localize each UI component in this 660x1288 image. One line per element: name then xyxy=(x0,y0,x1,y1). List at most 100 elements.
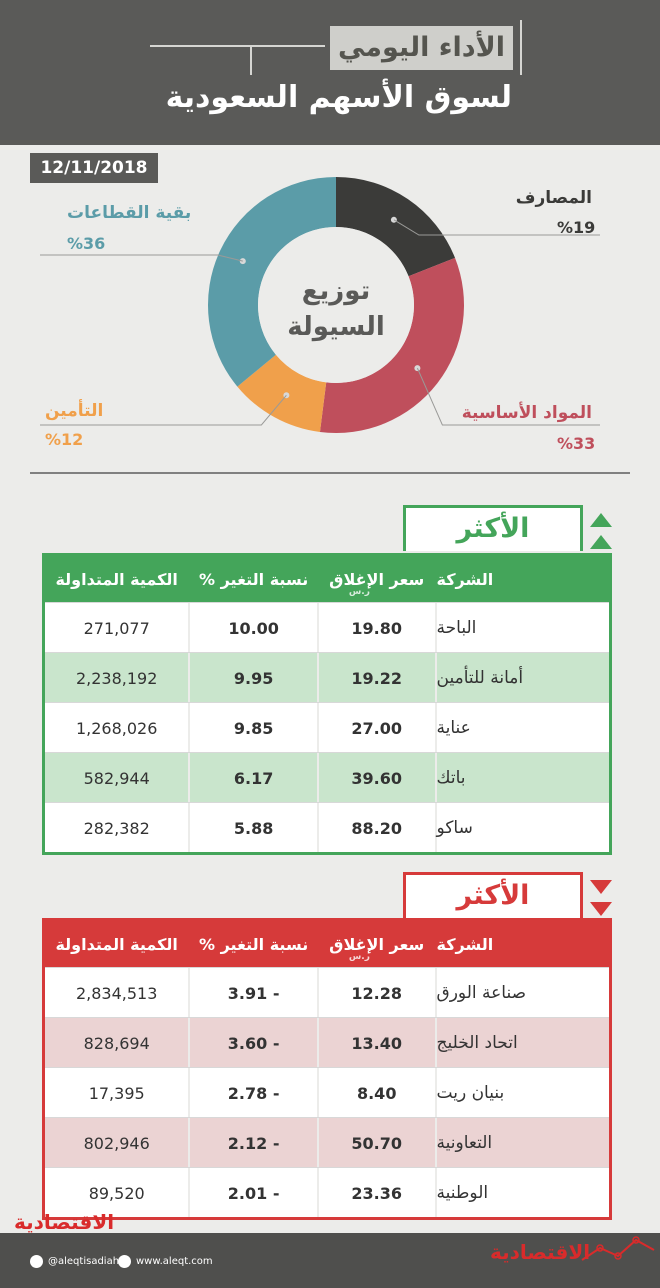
cell-company: أمانة للتأمين xyxy=(436,668,524,688)
cell-change: 6.17 xyxy=(233,768,274,788)
cell-qty: 271,077 xyxy=(83,618,150,638)
slice-insurance xyxy=(237,354,327,432)
gainers-table: الكمية المتداولة نسبة التغير % سعر الإغل… xyxy=(42,553,612,855)
footer-brand-logo: الاقتصادية xyxy=(490,1240,591,1264)
cell-company: عناية xyxy=(436,718,471,738)
cell-price: 50.70 xyxy=(351,1133,403,1153)
slice-value-other-sectors: %36 xyxy=(67,234,106,253)
cell-company: صناعة الورق xyxy=(436,983,527,1003)
cell-price: 12.28 xyxy=(351,983,403,1003)
twitter-icon xyxy=(30,1255,43,1268)
cell-company: الباحة xyxy=(436,618,477,638)
slice-banks xyxy=(336,177,456,277)
cell-price: 19.80 xyxy=(351,618,403,638)
table-row: 271,077 10.00 19.80 الباحة xyxy=(45,602,609,652)
cell-qty: 1,268,026 xyxy=(75,718,158,738)
cell-change: 5.88 xyxy=(233,818,274,838)
slice-other-sectors xyxy=(207,177,336,387)
cell-qty: 802,946 xyxy=(83,1133,150,1153)
header-price-label: سعر الإغلاق xyxy=(329,569,425,589)
leader-line xyxy=(416,367,600,426)
down-arrow-icon xyxy=(590,902,612,916)
header-decor-line xyxy=(150,45,325,47)
brand-logo: الاقتصادية xyxy=(14,1210,115,1234)
losers-table: الكمية المتداولة نسبة التغير % سعر الإغل… xyxy=(42,918,612,1220)
cell-company: اتحاد الخليج xyxy=(436,1033,518,1053)
slice-materials xyxy=(319,257,464,433)
cell-price: 13.40 xyxy=(351,1033,403,1053)
header-price-label: سعر الإغلاق xyxy=(329,934,425,954)
donut-hole xyxy=(258,227,414,383)
cell-change: 10.00 xyxy=(228,618,279,638)
cell-company: التعاونية xyxy=(436,1133,493,1153)
losers-title: الأكثر انخفاضا xyxy=(403,872,583,953)
up-arrow-icon xyxy=(590,513,612,527)
cell-price: 88.20 xyxy=(351,818,403,838)
header-qty: الكمية المتداولة xyxy=(55,569,178,589)
cell-change: 2.01 - xyxy=(227,1183,280,1203)
table-row: 17,395 2.78 - 8.40 بنيان ريت xyxy=(45,1067,609,1117)
cell-price: 23.36 xyxy=(351,1183,403,1203)
twitter-handle-link[interactable]: @aleqtisadiah xyxy=(48,1256,120,1267)
slice-label-insurance: التأمين xyxy=(45,401,104,421)
cell-qty: 17,395 xyxy=(88,1083,145,1103)
header-banner: الأداء اليومي لسوق الأسهم السعودية xyxy=(0,0,660,145)
chart-title-line1: توزيع xyxy=(302,276,371,306)
header-price: سعر الإغلاق ر.س xyxy=(319,921,435,967)
slice-label-banks: المصارف xyxy=(515,188,592,208)
cell-change: 9.85 xyxy=(233,718,274,738)
table-header-row: الكمية المتداولة نسبة التغير % سعر الإغل… xyxy=(45,556,609,602)
table-row: 2,238,192 9.95 19.22 أمانة للتأمين xyxy=(45,652,609,702)
cell-qty: 282,382 xyxy=(83,818,150,838)
leader-line xyxy=(393,219,600,236)
header-subtitle: الأداء اليومي xyxy=(330,26,513,70)
cell-company: باتك xyxy=(436,768,466,788)
down-arrow-icon xyxy=(590,880,612,894)
cell-price: 19.22 xyxy=(351,668,403,688)
cell-change: 9.95 xyxy=(233,668,274,688)
section-divider xyxy=(30,472,630,474)
cell-change: 2.12 - xyxy=(227,1133,280,1153)
cell-company: بنيان ريت xyxy=(436,1083,505,1103)
cell-company: ساكو xyxy=(436,818,473,838)
up-arrow-icon xyxy=(590,535,612,549)
header-change: نسبة التغير % xyxy=(199,569,309,589)
cell-price: 39.60 xyxy=(351,768,403,788)
slice-label-other-sectors: بقية القطاعات xyxy=(67,203,192,223)
cell-qty: 89,520 xyxy=(88,1183,145,1203)
globe-icon xyxy=(118,1255,131,1268)
cell-qty: 828,694 xyxy=(83,1033,150,1053)
cell-change: 3.91 - xyxy=(227,983,280,1003)
report-date: 12/11/2018 xyxy=(30,153,158,183)
footer-bar xyxy=(0,1233,660,1288)
slice-label-materials: المواد الأساسية xyxy=(461,403,592,423)
cell-price: 27.00 xyxy=(351,718,403,738)
gainers-body: 271,077 10.00 19.80 الباحة 2,238,192 9.95 19.2… xyxy=(45,602,609,852)
chart-title-line2: السيولة xyxy=(287,312,385,342)
website-link[interactable]: www.aleqt.com xyxy=(136,1256,213,1267)
table-header-row: الكمية المتداولة نسبة التغير % سعر الإغل… xyxy=(45,921,609,967)
header-change: نسبة التغير % xyxy=(199,934,309,954)
leader-line xyxy=(40,394,287,426)
header-title: لسوق الأسهم السعودية xyxy=(165,80,512,115)
table-row: 1,268,026 9.85 27.00 عناية xyxy=(45,702,609,752)
cell-price: 8.40 xyxy=(356,1083,397,1103)
cell-qty: 582,944 xyxy=(83,768,150,788)
header-company: الشركة xyxy=(436,569,494,589)
cell-company: الوطنية xyxy=(436,1183,489,1203)
header-decor-line xyxy=(250,45,252,75)
losers-body: 2,834,513 3.91 - 12.28 صناعة الورق 828,694 3.… xyxy=(45,967,609,1217)
table-row: 282,382 5.88 88.20 ساكو xyxy=(45,802,609,852)
header-company: الشركة xyxy=(436,934,494,954)
slice-value-insurance: %12 xyxy=(45,430,84,449)
price-unit: ر.س xyxy=(348,952,370,962)
table-row: 828,694 3.60 - 13.40 اتحاد الخليج xyxy=(45,1017,609,1067)
table-row: 582,944 6.17 39.60 باتك xyxy=(45,752,609,802)
leader-line xyxy=(40,254,243,262)
gainers-title: الأكثر ارتفاعا xyxy=(403,505,583,586)
cell-qty: 2,834,513 xyxy=(75,983,158,1003)
table-row: 89,520 2.01 - 23.36 الوطنية xyxy=(45,1167,609,1217)
price-unit: ر.س xyxy=(348,587,370,597)
header-price: سعر الإغلاق ر.س xyxy=(319,556,435,602)
table-row: 2,834,513 3.91 - 12.28 صناعة الورق xyxy=(45,967,609,1017)
